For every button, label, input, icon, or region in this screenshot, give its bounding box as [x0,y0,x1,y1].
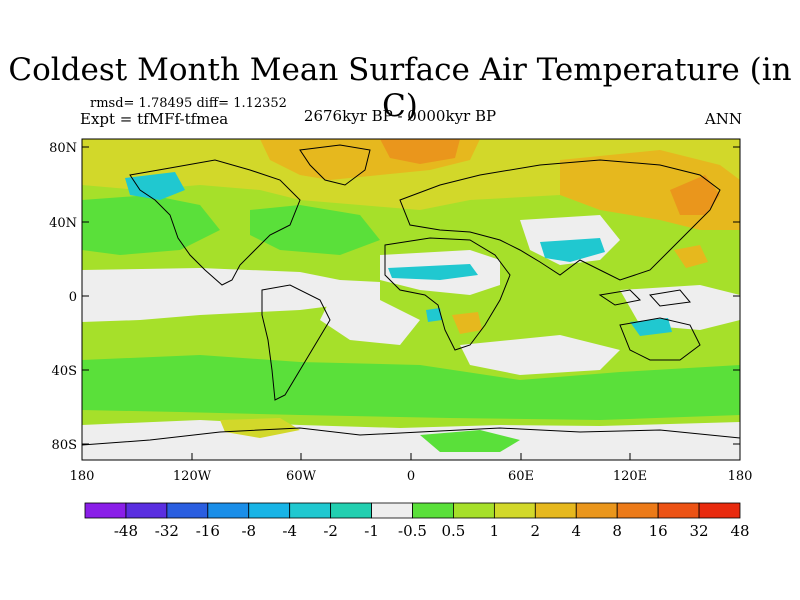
coast-antarctica [82,427,740,446]
lat-labels: 80N 40N 0 40S 80S [49,141,77,453]
coast-africa [384,237,511,351]
colorbar-label: 0.5 [442,522,466,540]
colorbar-swatch [453,502,495,519]
colorbar-swatch [493,502,536,519]
colorbar-swatch [371,502,413,519]
coast-new-guinea [649,289,691,307]
field-antarctic-yellow-patch [220,418,300,438]
colorbar-label: -1 [364,522,379,540]
lon-label: 180 [70,469,95,484]
lon-label: 120E [613,469,647,484]
field-npacific-green [82,195,220,255]
lat-label: 40N [49,216,77,231]
colorbar-label: 16 [649,522,668,540]
experiment-label: Expt = tfMFf-tfmea [80,110,229,128]
field-kamchatka-hot [670,175,720,215]
field-southern-ocean-green [82,355,740,420]
field-antarctic-green-patch [420,430,520,452]
colorbar-swatch [657,502,700,519]
coastlines [82,144,740,446]
colorbar-label: -32 [155,522,179,540]
lon-labels: 180 120W 60W 0 60E 120E 180 [70,469,753,484]
colorbar-label: 4 [571,522,581,540]
colorbar-swatch [84,502,127,519]
axis-ticks [81,146,741,460]
colorbar-swatch [125,502,168,519]
coast-south-america [261,284,331,401]
field-satlantic-neutral [320,300,420,345]
lon-label: 0 [407,469,415,484]
coast-indonesia [598,289,642,306]
colorbar-swatch [534,502,577,519]
colorbar-label: -8 [241,522,256,540]
colorbar-swatch [207,502,250,519]
colorbar-label: 32 [690,522,709,540]
colorbar-swatch [616,502,659,519]
plot-title: Coldest Month Mean Surface Air Temperatu… [8,52,792,124]
lat-label: 80N [49,141,77,156]
field-arctic-hot [380,139,460,164]
field-alaska-cool [125,172,185,200]
lon-label: 60W [286,469,317,484]
rmsd-diff-stats: rmsd= 1.78495 diff= 1.12352 [90,96,287,111]
colorbar-swatch [248,502,291,519]
field-natlantic-green [250,205,380,255]
colorbar-label: -2 [323,522,338,540]
field-arabia-cool [540,238,605,262]
coast-north-america [129,159,301,286]
colorbar-label: 1 [490,522,500,540]
colorbar-swatch [412,502,454,519]
lon-label: 180 [728,469,753,484]
field-gulf-guinea-cool [426,308,442,322]
season-label: ANN [704,110,742,128]
colorbar-swatch [330,502,372,519]
colorbar-label: -48 [114,522,138,540]
lon-label: 60E [508,469,534,484]
coast-greenland [299,144,371,186]
lat-label: 80S [52,438,77,453]
map-field [82,139,740,460]
field-australia-cool [630,318,672,336]
colorbar [84,502,741,519]
colorbar-label: -16 [196,522,220,540]
colorbar-swatch [289,502,332,519]
colorbar-label: -0.5 [398,522,427,540]
field-tropical-pacific-neutral [82,268,380,322]
field-indian-neutral [460,335,620,375]
colorbar-swatch [698,502,741,519]
coast-australia [619,317,701,361]
colorbar-swatch [575,502,618,519]
colorbar-label: 2 [531,522,541,540]
colorbar-label: 8 [612,522,622,540]
colorbar-swatch [166,502,209,519]
lon-label: 120W [173,469,212,484]
colorbar-labels: -48 -32 -16 -8 -4 -2 -1 -0.5 0.5 1 2 4 8 16 32 48 [114,522,750,540]
colorbar-label: -4 [282,522,297,540]
field-wpacific-neutral [620,285,740,330]
period-label: 2676kyr BP - 0000kyr BP [303,107,497,125]
coast-eurasia [399,159,721,281]
lat-label: 0 [69,290,77,305]
colorbar-label: 48 [730,522,749,540]
field-japan-warm [674,245,708,268]
field-safrica-warm [452,312,482,334]
lat-label: 40S [52,364,77,379]
field-nafrica-cool [388,264,478,280]
